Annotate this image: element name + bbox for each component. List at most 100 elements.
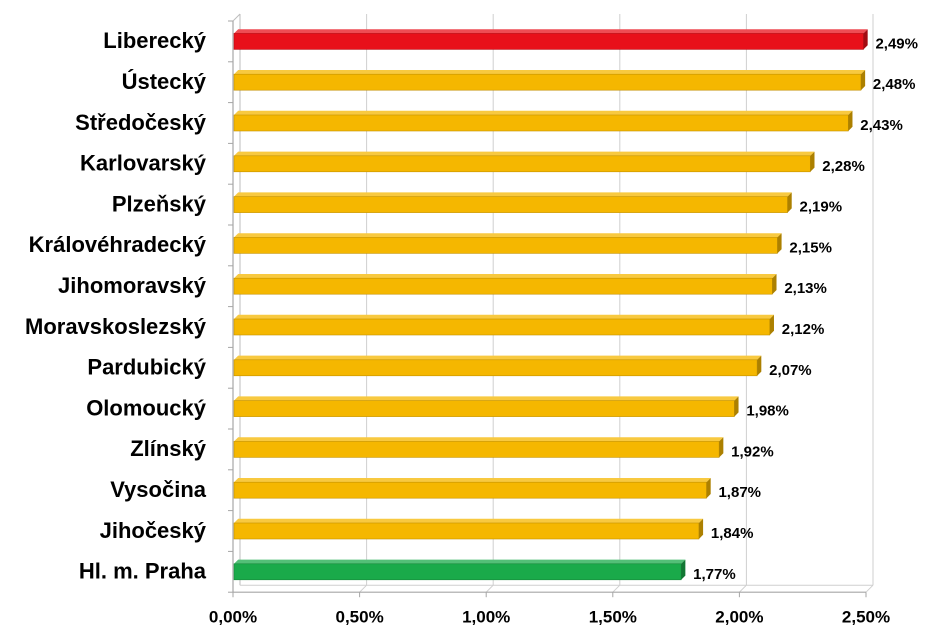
value-label: 2,19% [800,199,843,216]
x-tick-label: 2,00% [715,608,763,627]
bar-end-face [734,396,739,417]
bar-end-face [769,314,774,335]
value-label: 1,77% [693,566,736,583]
x-tick-labels: 0,00% 0,50% 1,00% 1,50% 2,00% 2,50% [209,608,890,627]
bar-front-face [233,318,771,336]
bar-front-face [233,114,849,132]
bar-top-face [234,29,868,34]
bar-end-face [757,355,762,376]
gridline-floor [865,584,874,593]
bar-top-face [234,233,782,238]
bar-top-face [234,192,792,197]
gridline-floor [612,584,621,593]
bar-top-face [234,518,704,523]
category-label: Hl. m. Praha [79,559,207,584]
bar-front-face [233,359,758,377]
bars [233,29,868,581]
category-label: Ústecký [122,69,207,94]
value-label: 1,84% [711,525,754,542]
bar-top-face [234,355,762,360]
bar-top-face [234,437,724,442]
axes [228,13,873,598]
bar-top-face [234,314,774,319]
bar-end-face [681,559,686,580]
category-label: Olomoucký [86,395,207,420]
bar-front-face [233,441,720,458]
category-label: Zlínský [130,436,207,461]
value-label: 2,12% [782,321,825,338]
bar-end-face [787,192,792,213]
bar-front-face [233,563,682,581]
bar-top-face [234,559,686,564]
category-label: Pardubický [87,355,206,380]
bar-front-face [233,237,778,254]
bar-top-face [234,274,777,279]
bar-end-face [698,518,704,539]
bar [233,233,782,254]
bar-end-face [848,110,853,131]
bar [233,355,762,377]
bar [233,559,686,581]
grid-lines [359,14,874,593]
bar [233,192,792,213]
value-label: 1,92% [731,443,774,460]
category-label: Moravskoslezský [25,314,207,339]
value-label: 2,28% [822,158,865,175]
value-label: 2,07% [769,362,812,379]
x-tick-label: 1,50% [589,608,637,627]
category-label: Karlovarský [80,151,207,176]
x-tick-label: 0,50% [335,608,383,627]
category-label: Jihočeský [100,518,207,543]
category-label: Vysočina [110,477,207,502]
bar-top-face [234,70,866,75]
bar-front-face [233,481,707,499]
gridline-floor [359,584,367,593]
wall-top-diagonal [232,13,241,22]
bar-end-face [777,233,782,254]
bar-end-face [706,478,711,499]
bar-front-face [233,155,811,173]
category-label: Plzeňský [112,191,207,216]
bar [233,151,815,173]
bar-end-face [863,29,868,50]
value-label: 1,98% [746,403,789,420]
bar-end-face [860,70,866,91]
bar-front-face [233,196,788,213]
bar [233,396,739,417]
bar [233,314,774,336]
bar-front-face [233,73,862,91]
bar-top-face [234,151,815,156]
gridline-floor [485,584,494,593]
bar-end-face [719,437,724,458]
bar [233,478,711,499]
bar-front-face [233,522,700,540]
bar [233,437,724,458]
category-label: Jihomoravský [58,273,207,298]
value-label: 2,15% [789,239,832,256]
value-label: 2,13% [784,280,827,297]
value-label: 2,43% [860,117,903,134]
category-label: Liberecký [103,28,206,53]
bar-end-face [772,274,777,295]
bar-front-face [233,400,735,417]
bar [233,110,853,132]
bar [233,518,704,540]
bar-end-face [810,151,815,172]
x-tick-label: 0,00% [209,608,257,627]
x-tick-label: 2,50% [842,608,890,627]
bar-top-face [234,396,739,401]
bar [233,29,868,50]
bar [233,274,777,295]
value-label: 1,87% [718,484,761,501]
bar-top-face [234,110,853,115]
category-labels: Liberecký Ústecký Středočeský Karlovarský Pl… [25,28,207,583]
value-label: 2,49% [875,35,918,52]
bar-front-face [233,33,864,50]
bar-top-face [234,478,711,483]
bar [233,70,866,91]
gridline-floor [739,584,747,593]
category-label: Královéhradecký [29,232,207,257]
value-labels: 2,49% 2,48% 2,43% 2,28% 2,19% 2,15% 2,13% 2,12%… [693,35,918,582]
